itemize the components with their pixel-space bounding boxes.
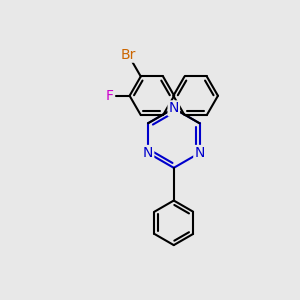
- Text: N: N: [143, 146, 153, 160]
- Text: F: F: [106, 89, 114, 103]
- Text: N: N: [194, 146, 205, 160]
- Text: N: N: [169, 101, 179, 116]
- Text: Br: Br: [121, 48, 136, 62]
